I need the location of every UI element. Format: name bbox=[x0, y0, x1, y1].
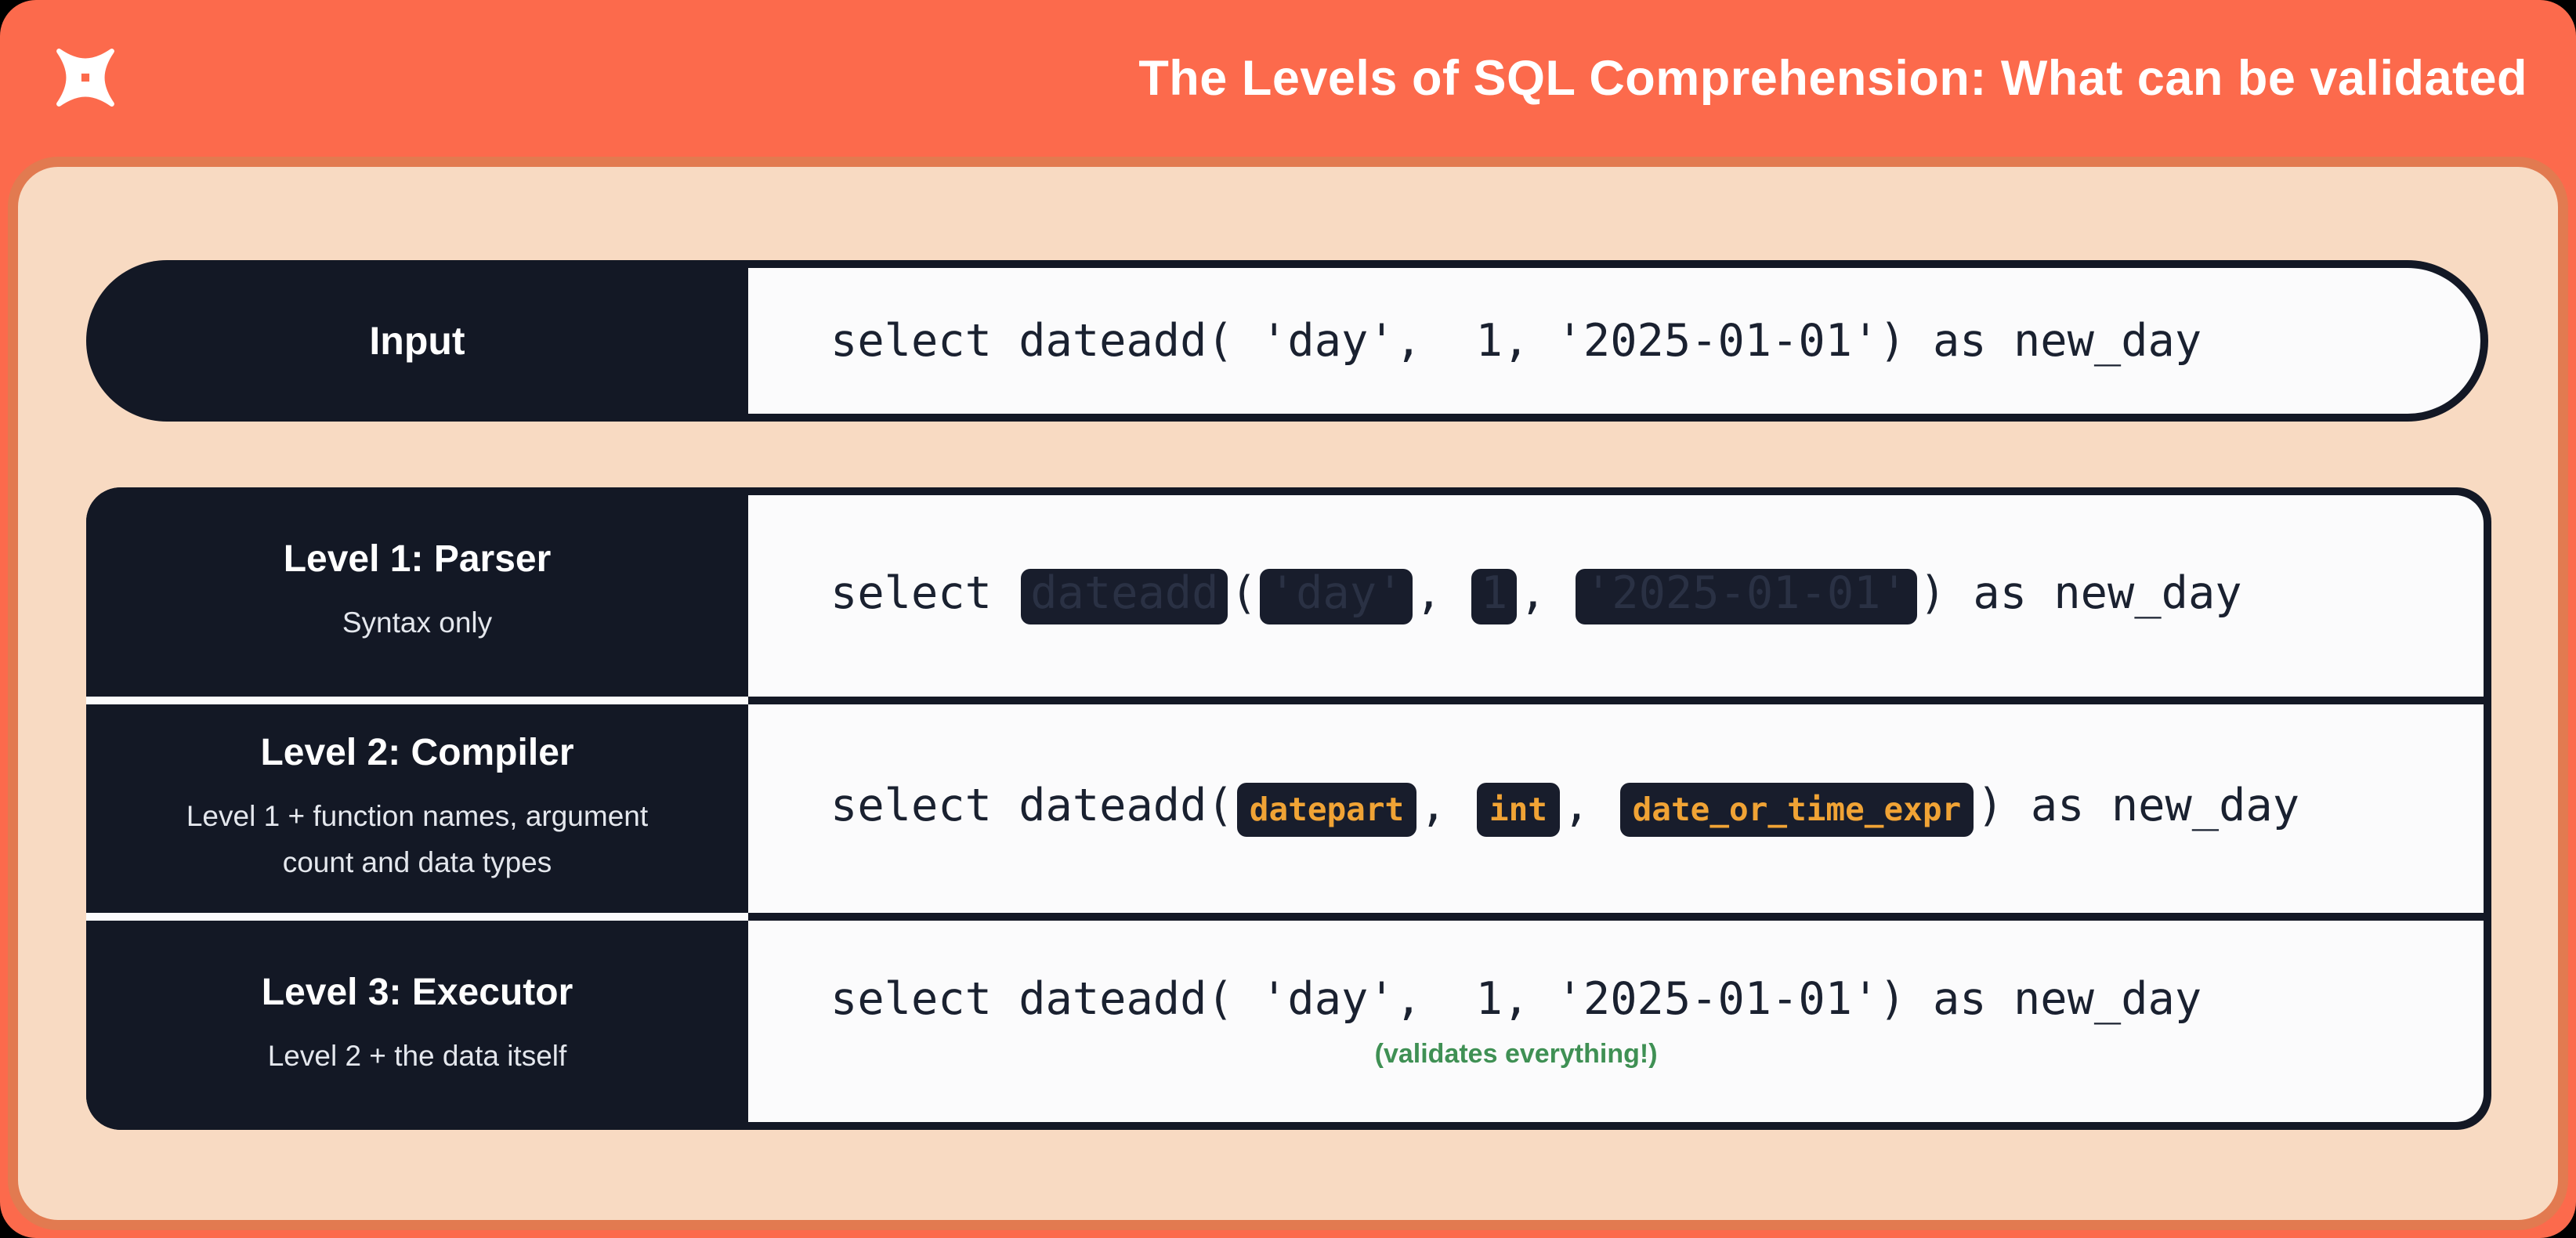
code-text: ) as new_day bbox=[1977, 780, 2300, 832]
input-row: Input select dateadd( 'day', 1, '2025-01… bbox=[86, 260, 2488, 422]
level-2-subtitle: Level 1 + function names, argument count… bbox=[186, 799, 649, 879]
page-title: The Levels of SQL Comprehension: What ca… bbox=[1138, 51, 2527, 106]
redacted-token: dateadd bbox=[1021, 568, 1228, 624]
level-3-title: Level 3: Executor bbox=[261, 972, 573, 1014]
level-3-code-line: select dateadd( 'day', 1, '2025-01-01') … bbox=[830, 973, 2202, 1025]
code-text: , bbox=[1415, 567, 1469, 619]
type-token: int bbox=[1476, 783, 1560, 838]
input-label: Input bbox=[86, 260, 748, 422]
level-3-label-panel: Level 3: Executor Level 2 + the data its… bbox=[86, 921, 748, 1130]
type-token: datepart bbox=[1236, 783, 1417, 838]
code-text: ) as new_day bbox=[1919, 567, 2242, 619]
input-code-panel: select dateadd( 'day', 1, '2025-01-01') … bbox=[748, 260, 2488, 422]
level-1-subtitle: Syntax only bbox=[342, 606, 493, 639]
code-text: , bbox=[1519, 567, 1573, 619]
code-text: , bbox=[1562, 780, 1617, 832]
validates-everything-note: (validates everything!) bbox=[1374, 1039, 1658, 1070]
level-1-code-line: select dateadd('day', 1, '2025-01-01') a… bbox=[830, 567, 2242, 624]
input-code-line: select dateadd( 'day', 1, '2025-01-01') … bbox=[830, 315, 2202, 367]
code-text: ( bbox=[1230, 567, 1257, 619]
header: The Levels of SQL Comprehension: What ca… bbox=[0, 0, 2576, 157]
level-1-label-panel: Level 1: Parser Syntax only bbox=[86, 487, 748, 697]
level-2-title: Level 2: Compiler bbox=[260, 731, 574, 773]
level-3-code-wrap: select dateadd( 'day', 1, '2025-01-01') … bbox=[830, 973, 2202, 1070]
code-divider bbox=[748, 913, 2491, 921]
label-divider bbox=[86, 913, 748, 921]
code-text: select dateadd( 'day', 1, '2025-01-01') … bbox=[830, 973, 2202, 1026]
dbt-logo-icon bbox=[56, 49, 114, 107]
level-2-code-panel: select dateadd(datepart, int, date_or_ti… bbox=[748, 704, 2484, 914]
code-divider bbox=[748, 696, 2491, 704]
level-2-code-line: select dateadd(datepart, int, date_or_ti… bbox=[830, 780, 2300, 838]
label-divider bbox=[86, 696, 748, 704]
level-1-title: Level 1: Parser bbox=[283, 538, 552, 580]
redacted-token: 'day' bbox=[1259, 568, 1413, 624]
level-2-label-panel: Level 2: Compiler Level 1 + function nam… bbox=[86, 704, 748, 914]
code-text: select dateadd( 'day', 1, '2025-01-01') … bbox=[830, 315, 2202, 367]
code-text: select bbox=[830, 567, 1019, 619]
redacted-token: 1 bbox=[1471, 568, 1518, 624]
type-token: date_or_time_expr bbox=[1619, 783, 1974, 838]
redacted-token: '2025-01-01' bbox=[1575, 568, 1917, 624]
level-3-subtitle: Level 2 + the data itself bbox=[267, 1040, 567, 1073]
code-text: , bbox=[1420, 780, 1474, 832]
levels-table: Level 1: Parser Syntax only select datea… bbox=[86, 487, 2491, 1130]
level-3-code-panel: select dateadd( 'day', 1, '2025-01-01') … bbox=[748, 921, 2484, 1122]
code-text: select dateadd( bbox=[830, 780, 1234, 832]
level-1-code-panel: select dateadd('day', 1, '2025-01-01') a… bbox=[748, 495, 2484, 697]
